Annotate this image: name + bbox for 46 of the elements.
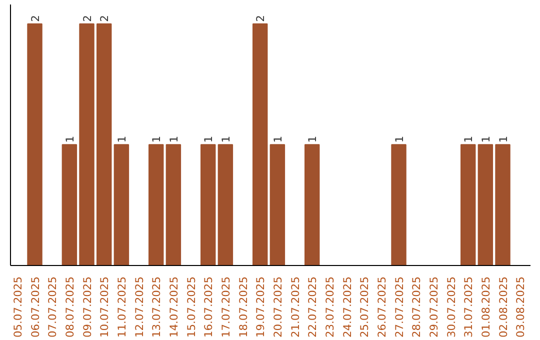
data-label: 1 [167,136,180,143]
x-tick-label: 01.08.2025 [479,276,492,338]
x-tick-label: 24.07.2025 [340,276,354,338]
data-label: 2 [80,15,94,22]
data-label: 1 [462,136,476,143]
x-tick-label: 21.07.2025 [288,276,302,338]
x-tick-label: 31.07.2025 [462,276,476,338]
x-tick-label: 17.07.2025 [219,276,232,338]
x-tick-label: 05.07.2025 [11,276,24,338]
x-tick-label: 09.07.2025 [80,276,94,338]
data-label: 1 [479,136,492,143]
x-tick-label: 15.07.2025 [184,276,198,338]
x-tick-label: 23.07.2025 [323,276,336,338]
data-label: 2 [28,15,42,22]
data-label: 1 [202,136,216,143]
x-tick-label: 11.07.2025 [115,276,128,338]
x-tick-label: 02.08.2025 [496,276,510,338]
data-label: 1 [150,136,164,143]
data-label: 1 [392,136,406,143]
data-label: 1 [63,136,76,143]
x-tick-label: 20.07.2025 [271,276,284,338]
x-tick-label: 29.07.2025 [427,276,440,338]
x-tick-label: 28.07.2025 [410,276,424,338]
x-tick-label: 19.07.2025 [254,276,268,338]
x-tick-label: 13.07.2025 [150,276,164,338]
data-label: 2 [98,15,112,22]
data-label: 1 [306,136,320,143]
data-label: 1 [496,136,510,143]
data-label: 1 [115,136,128,143]
x-tick-label: 26.07.2025 [375,276,388,338]
x-tick-label: 16.07.2025 [202,276,216,338]
x-tick-label: 22.07.2025 [306,276,320,338]
x-tick-label: 27.07.2025 [392,276,406,338]
data-label: 2 [254,15,268,22]
data-label: 1 [271,136,284,143]
x-tick-label: 18.07.2025 [236,276,250,338]
x-tick-label: 07.07.2025 [46,276,60,338]
data-label: 1 [219,136,232,143]
x-tick-label: 06.07.2025 [28,276,42,338]
x-tick-label: 03.08.2025 [514,276,528,338]
x-tick-label: 10.07.2025 [98,276,112,338]
x-tick-label: 12.07.2025 [132,276,146,338]
x-tick-label: 14.07.2025 [167,276,180,338]
x-tick-label: 08.07.2025 [63,276,76,338]
x-tick-label: 30.07.2025 [444,276,458,338]
x-tick-label: 25.07.2025 [358,276,372,338]
